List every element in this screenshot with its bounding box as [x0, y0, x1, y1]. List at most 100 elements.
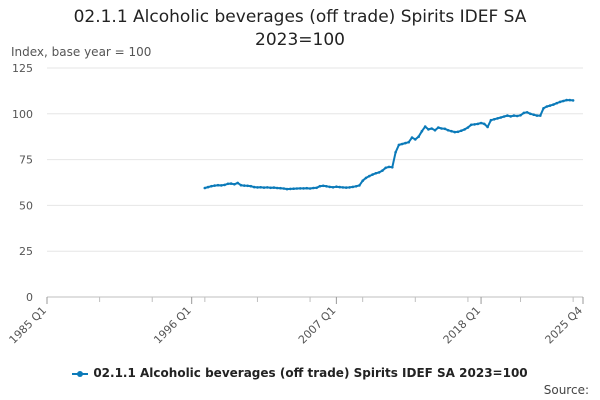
- data-point: [463, 128, 466, 131]
- data-point: [325, 185, 328, 188]
- data-point: [371, 173, 374, 176]
- data-point: [552, 103, 555, 106]
- data-point: [420, 129, 424, 133]
- data-point: [269, 186, 272, 190]
- data-point: [312, 186, 315, 190]
- x-tick-label: 1996 Q1: [151, 304, 194, 347]
- data-point: [341, 186, 345, 189]
- data-point: [377, 171, 381, 174]
- legend[interactable]: 02.1.1 Alcoholic beverages (off trade) S…: [0, 366, 600, 380]
- data-point: [529, 112, 532, 116]
- data-point: [466, 126, 470, 129]
- data-point: [289, 187, 292, 191]
- data-point: [298, 187, 302, 190]
- data-point: [266, 186, 269, 189]
- data-point: [348, 186, 351, 189]
- axes: 0 25 50 75 100 125 1985 Q1 1996 Q1 2007 Q1 2018 Q…: [7, 62, 586, 346]
- data-point: [453, 130, 457, 134]
- data-point: [246, 184, 249, 188]
- data-point: [275, 186, 279, 190]
- data-point: [539, 114, 542, 117]
- data-point: [571, 99, 575, 102]
- data-point: [499, 116, 503, 119]
- data-point: [548, 104, 552, 107]
- data-point: [443, 127, 447, 131]
- gridlines: [47, 67, 583, 298]
- y-tick-label: 75: [19, 154, 33, 167]
- y-tick-label: 25: [19, 245, 33, 258]
- data-point: [308, 187, 312, 190]
- data-point: [259, 186, 263, 189]
- x-tick-label: 2018 Q1: [441, 304, 484, 347]
- data-point: [256, 186, 259, 189]
- data-point: [206, 185, 210, 189]
- x-tick-label: 1985 Q1: [7, 304, 50, 347]
- data-point: [535, 114, 539, 117]
- data-point: [262, 186, 266, 189]
- data-point: [252, 185, 256, 189]
- x-tick-label: 2007 Q1: [296, 304, 339, 347]
- data-point: [364, 176, 368, 180]
- data-point: [344, 186, 348, 189]
- data-point: [223, 183, 226, 187]
- series-layer: [203, 98, 575, 191]
- y-axis-unit-label: Index, base year = 100: [11, 45, 152, 59]
- data-point: [358, 184, 361, 187]
- data-point: [220, 184, 223, 187]
- data-point: [328, 185, 332, 189]
- chart-title-line-2: 2023=100: [255, 30, 345, 50]
- data-point: [430, 127, 434, 130]
- data-point: [512, 114, 516, 117]
- data-point: [525, 111, 529, 114]
- data-point: [203, 186, 207, 190]
- data-point: [272, 186, 276, 189]
- data-point: [502, 115, 506, 118]
- data-point: [368, 174, 371, 178]
- data-point: [414, 138, 417, 141]
- data-point: [427, 128, 430, 131]
- data-point: [302, 187, 305, 190]
- data-point: [437, 126, 440, 129]
- data-point: [515, 114, 519, 118]
- data-point: [335, 185, 338, 188]
- data-point: [410, 136, 414, 139]
- data-point: [354, 185, 358, 188]
- data-point: [397, 143, 401, 147]
- data-point: [562, 99, 565, 103]
- data-point: [374, 172, 378, 175]
- data-point: [404, 141, 407, 145]
- data-point: [456, 130, 460, 134]
- data-point: [496, 117, 499, 120]
- data-point: [279, 186, 282, 190]
- data-point: [479, 121, 483, 125]
- data-point: [331, 186, 335, 189]
- data-point: [213, 184, 216, 187]
- data-point: [483, 122, 486, 126]
- y-tick-label: 50: [19, 199, 33, 212]
- data-point: [542, 107, 545, 110]
- data-point: [400, 142, 404, 146]
- y-tick-label: 125: [12, 62, 33, 75]
- data-point: [506, 114, 509, 117]
- chart-title: 02.1.1 Alcoholic beverages (off trade) S…: [0, 6, 600, 52]
- data-point: [545, 105, 549, 108]
- data-point: [476, 122, 480, 126]
- data-point: [460, 129, 463, 132]
- data-point: [509, 115, 512, 118]
- data-point: [568, 98, 572, 102]
- data-point: [440, 127, 443, 130]
- data-point: [321, 184, 325, 188]
- legend-swatch-icon: [72, 369, 89, 379]
- data-point: [473, 123, 476, 126]
- data-point: [295, 187, 299, 190]
- legend-label: 02.1.1 Alcoholic beverages (off trade) S…: [93, 366, 528, 380]
- chart-title-line-1: 02.1.1 Alcoholic beverages (off trade) S…: [73, 7, 527, 27]
- data-point: [394, 151, 397, 154]
- data-point: [446, 129, 450, 132]
- y-tick-label: 0: [26, 291, 33, 304]
- data-point: [285, 187, 289, 191]
- data-point: [249, 184, 253, 188]
- data-point: [282, 187, 286, 190]
- data-point: [450, 129, 453, 133]
- data-point: [236, 181, 239, 185]
